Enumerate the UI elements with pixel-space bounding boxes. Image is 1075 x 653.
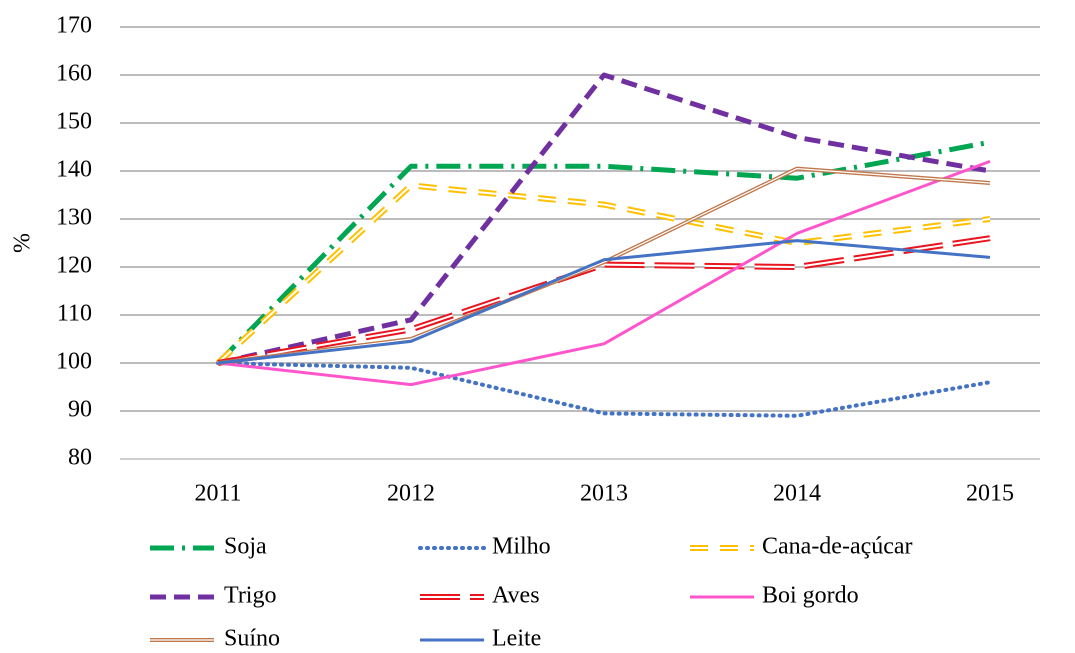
series-line	[216, 139, 991, 365]
x-tick-label: 2015	[966, 481, 1014, 507]
legend-label: Aves	[492, 583, 540, 609]
legend-label: Leite	[492, 626, 541, 652]
y-tick-label: 120	[56, 253, 92, 279]
series-line	[217, 166, 991, 365]
series-line-inner	[217, 168, 991, 364]
y-tick-label: 170	[56, 13, 92, 39]
legend-label: Boi gordo	[762, 583, 859, 609]
series-line	[217, 239, 991, 365]
y-tick-label: 130	[56, 205, 92, 231]
series-line-inner	[217, 237, 991, 364]
series-line-inner	[217, 184, 991, 364]
x-tick-label: 2014	[773, 481, 821, 507]
x-tick-label: 2013	[580, 481, 628, 507]
y-tick-label: 140	[56, 157, 92, 183]
legend-label: Soja	[224, 534, 267, 560]
legend-label: Trigo	[224, 583, 276, 609]
x-tick-label: 2011	[194, 481, 241, 507]
y-tick-label: 90	[68, 397, 92, 423]
series-line	[215, 182, 991, 366]
series-line	[216, 361, 992, 418]
y-tick-label: 110	[57, 301, 92, 327]
series-line	[217, 72, 991, 366]
y-axis-label: %	[10, 233, 36, 253]
y-tick-label: 160	[56, 61, 92, 87]
y-tick-label: 100	[56, 349, 92, 375]
y-tick-label: 80	[68, 445, 92, 471]
series-line	[217, 159, 991, 387]
x-tick-label: 2012	[387, 481, 435, 507]
y-tick-label: 150	[56, 109, 92, 135]
legend-label: Milho	[492, 534, 551, 560]
legend-label: Suíno	[224, 626, 280, 652]
legend-label: Cana-de-açúcar	[762, 534, 913, 560]
